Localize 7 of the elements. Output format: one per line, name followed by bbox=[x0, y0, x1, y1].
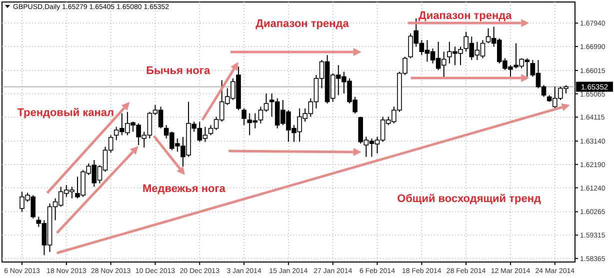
annotation: Медвежья нога bbox=[142, 183, 226, 195]
annotation: Диапазон тренда bbox=[418, 10, 513, 22]
annotation: Диапазон тренда bbox=[256, 18, 350, 30]
annotation: Общий восходящий тренд bbox=[397, 193, 541, 205]
annotation: Бычья нога bbox=[146, 65, 211, 77]
candlestick bbox=[242, 108, 246, 126]
annotation: Трендовый канал bbox=[17, 107, 114, 119]
